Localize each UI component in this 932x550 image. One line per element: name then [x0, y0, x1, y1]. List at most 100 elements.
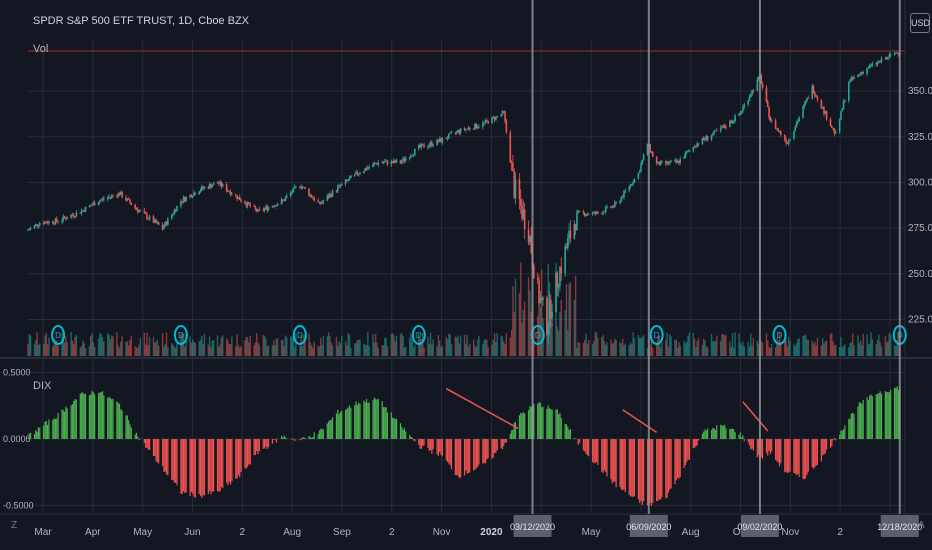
- candle-body: [161, 224, 164, 229]
- candle-body: [604, 207, 607, 213]
- currency-badge[interactable]: USD: [910, 13, 930, 33]
- volume-bar: [867, 344, 870, 356]
- dix-bar: [866, 397, 868, 439]
- dix-bar: [145, 439, 147, 448]
- dix-bar: [199, 439, 202, 496]
- candle-body: [879, 61, 881, 63]
- dix-bar: [329, 420, 331, 439]
- dix-bar: [632, 439, 634, 497]
- auto-scale-button[interactable]: A: [918, 520, 925, 531]
- price-tick-label: 225.00: [908, 314, 932, 325]
- candle-body: [527, 229, 530, 243]
- candle-body: [237, 197, 240, 199]
- volume-bar: [679, 345, 681, 356]
- volume-bar: [46, 344, 49, 356]
- volume-bar: [308, 333, 310, 356]
- candle-body: [146, 213, 148, 219]
- dix-bar: [164, 439, 166, 472]
- candle-body: [420, 144, 423, 148]
- volume-bar: [431, 344, 433, 356]
- dix-bar: [66, 408, 68, 439]
- volume-bar: [706, 347, 709, 356]
- dix-bar: [696, 439, 698, 446]
- volume-bar: [66, 342, 68, 356]
- dix-bar: [716, 425, 718, 439]
- volume-bar: [93, 346, 96, 356]
- volume-bar: [372, 333, 374, 356]
- dix-bar: [758, 439, 760, 456]
- candle-body: [84, 206, 87, 212]
- volume-bar: [436, 346, 438, 356]
- dix-bar: [785, 439, 787, 472]
- dix-bar: [283, 435, 285, 439]
- date-marker-label: 06/09/2020: [626, 522, 671, 532]
- zoom-left-button[interactable]: Z: [11, 520, 18, 531]
- time-tick-label: Nov: [433, 527, 451, 538]
- dix-bar: [236, 439, 238, 479]
- candle-body: [875, 63, 878, 65]
- dix-bar: [262, 439, 264, 449]
- candle-body: [749, 94, 752, 98]
- volume-bar: [674, 339, 676, 356]
- volume-bar: [310, 345, 313, 356]
- volume-bar: [54, 340, 57, 356]
- volume-bar: [180, 334, 182, 356]
- candle-body: [834, 132, 837, 134]
- dix-bar: [679, 439, 681, 477]
- dix-bar: [138, 439, 140, 441]
- candle-body: [559, 267, 561, 286]
- candle-body: [780, 131, 782, 135]
- dix-bar: [467, 439, 470, 474]
- candle-body: [585, 214, 587, 216]
- volume-bar: [244, 340, 246, 356]
- price-tick-label: 250.00: [908, 269, 932, 280]
- volume-bar: [740, 344, 743, 356]
- volume-bar: [152, 336, 155, 356]
- candle-body: [536, 278, 539, 280]
- volume-bar: [522, 309, 525, 356]
- dix-bar: [473, 439, 475, 471]
- volume-bar: [423, 347, 425, 356]
- dix-bar: [577, 439, 579, 445]
- volume-bar: [253, 345, 255, 356]
- dix-bar: [741, 437, 743, 439]
- volume-bar: [823, 343, 825, 356]
- volume-bar: [475, 347, 478, 356]
- volume-bar: [578, 343, 581, 356]
- candle-body: [211, 185, 214, 188]
- volume-bar: [357, 340, 360, 356]
- dix-bar: [79, 393, 81, 439]
- volume-bar: [676, 347, 679, 356]
- dix-bar: [569, 429, 572, 439]
- candle-body: [62, 216, 65, 221]
- candle-body: [866, 68, 868, 74]
- volume-bar: [212, 340, 215, 356]
- candle-body: [628, 186, 631, 191]
- volume-bar: [320, 337, 322, 356]
- volume-bar: [833, 345, 836, 356]
- volume-bar: [386, 346, 389, 356]
- volume-bar: [738, 333, 740, 356]
- candle-body: [814, 92, 816, 96]
- dix-bar: [373, 397, 375, 439]
- dix-bar: [390, 412, 392, 439]
- dix-bar: [139, 438, 142, 439]
- candle-body: [190, 194, 193, 198]
- candle-body: [577, 210, 580, 212]
- candle-body: [641, 160, 644, 165]
- dix-bar: [640, 439, 642, 501]
- candle-body: [713, 130, 715, 134]
- candle-body: [74, 216, 76, 218]
- volume-bar: [422, 333, 424, 356]
- dix-bar: [686, 439, 688, 463]
- candle-body: [295, 186, 297, 188]
- dix-bar: [667, 439, 670, 493]
- candle-body: [458, 130, 461, 133]
- volume-bar: [576, 347, 578, 356]
- candle-body: [816, 96, 819, 100]
- candle-body: [776, 128, 778, 130]
- volume-bar: [594, 332, 596, 356]
- volume-bar: [701, 344, 704, 356]
- dix-bar: [606, 439, 608, 477]
- candle-body: [410, 155, 412, 158]
